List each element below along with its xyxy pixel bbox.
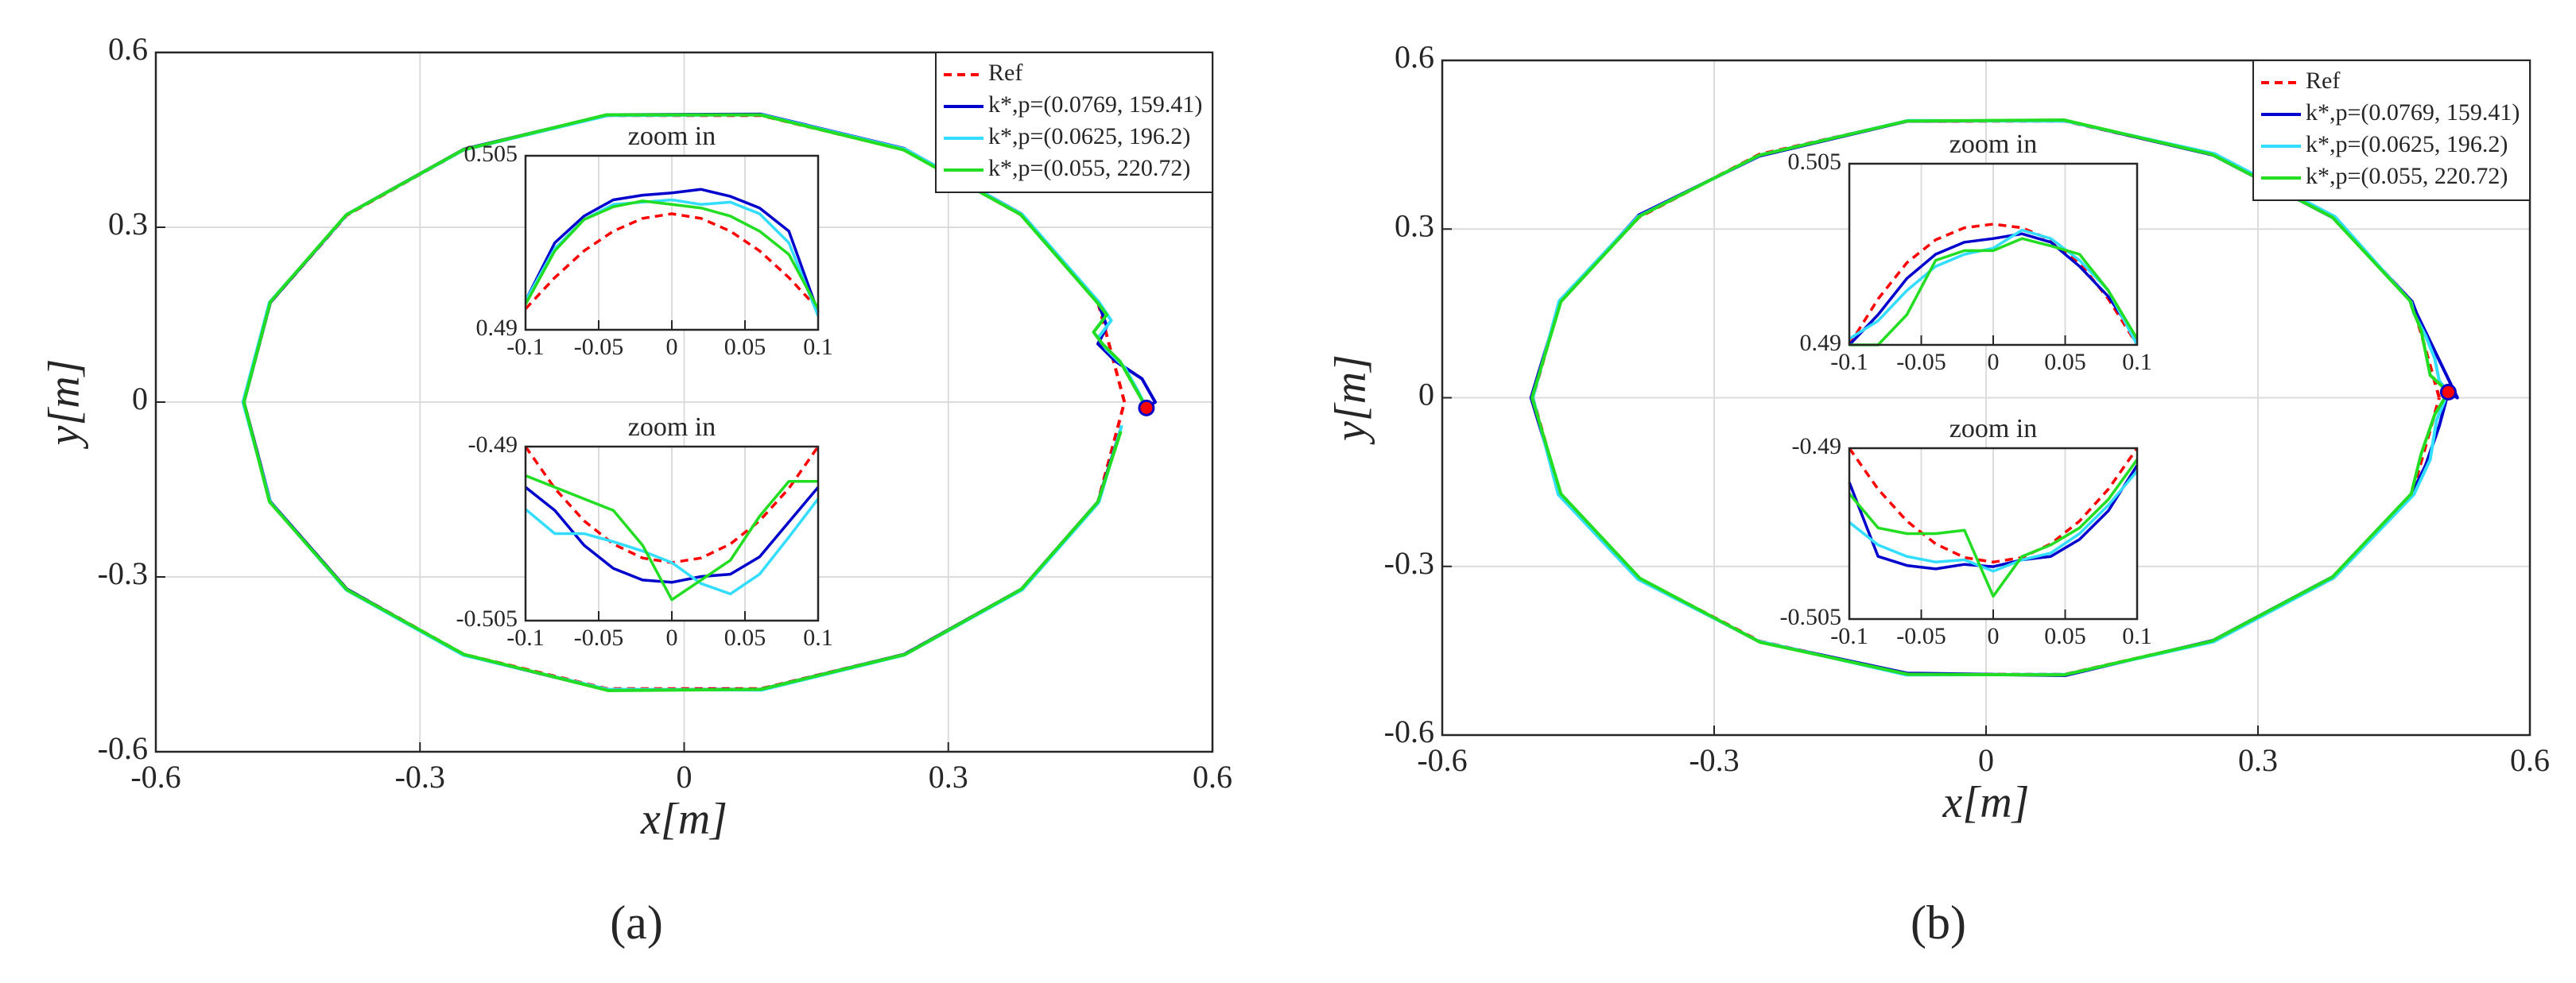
y-axis-label: y[m] — [40, 359, 89, 450]
x-tick-label: -0.1 — [1830, 349, 1868, 375]
series-line — [524, 188, 820, 313]
x-tick-label: -0.05 — [574, 625, 624, 651]
y-tick-label: -0.49 — [1792, 433, 1842, 459]
y-tick-label: 0 — [132, 381, 148, 416]
x-tick-label: -0.6 — [1417, 742, 1467, 778]
y-tick-label: 0.49 — [1800, 330, 1842, 356]
axes-frame — [1441, 59, 2531, 737]
series-line — [1848, 470, 2139, 573]
y-tick-label: 0.3 — [1395, 207, 1434, 243]
x-tick-label: -0.3 — [395, 759, 445, 795]
legend-label: k*,p=(0.055, 220.72) — [988, 155, 1190, 181]
x-tick-label: 0 — [1988, 349, 2000, 375]
series-line — [242, 113, 1148, 692]
y-tick-label: 0.3 — [108, 206, 148, 242]
x-tick-label: -0.05 — [1896, 349, 1946, 375]
x-tick-label: -0.1 — [1830, 623, 1868, 649]
inset-title: zoom in — [628, 122, 716, 151]
x-tick-label: 0.05 — [724, 334, 766, 360]
series-line — [1848, 459, 2139, 598]
legend-label: Ref — [988, 60, 1022, 86]
x-tick-label: 0 — [677, 759, 692, 795]
legend-label: k*,p=(0.055, 220.72) — [2306, 163, 2508, 189]
series-line — [1848, 447, 2139, 564]
x-tick-label: 0.3 — [929, 759, 968, 795]
y-tick-label: -0.6 — [1384, 714, 1434, 749]
series-line — [524, 497, 820, 596]
x-tick-label: 0.05 — [2044, 349, 2086, 375]
legend-label: k*,p=(0.0769, 159.41) — [988, 91, 1202, 118]
axes-frame — [524, 445, 820, 622]
series-line — [1849, 228, 2139, 346]
legend-label: k*,p=(0.0625, 196.2) — [2306, 131, 2508, 157]
end-point — [2439, 383, 2457, 401]
y-tick-label: -0.505 — [1780, 604, 1842, 630]
x-tick-label: 0.05 — [724, 625, 766, 651]
x-tick-label: 0.6 — [1193, 759, 1232, 795]
series-line — [1530, 118, 2450, 677]
legend-label: k*,p=(0.0769, 159.41) — [2306, 99, 2520, 126]
x-tick-label: -0.05 — [574, 334, 624, 360]
x-tick-label: 0.1 — [803, 334, 833, 360]
y-axis-label: y[m] — [1326, 354, 1375, 445]
axes-frame — [154, 51, 1214, 753]
caption: (b) — [1911, 896, 1966, 949]
x-tick-label: 0.1 — [2122, 623, 2152, 649]
x-tick-label: 0.1 — [803, 625, 833, 651]
inset-title: zoom in — [1949, 414, 2037, 443]
x-tick-label: -0.6 — [130, 759, 180, 795]
series-line — [524, 212, 820, 310]
y-tick-label: -0.6 — [98, 730, 148, 766]
caption: (a) — [610, 896, 663, 949]
y-tick-label: -0.3 — [1384, 545, 1434, 581]
x-tick-label: 0 — [1988, 623, 2000, 649]
x-tick-label: 0 — [666, 625, 678, 651]
series-line — [1848, 232, 2139, 346]
y-tick-label: 0.505 — [1788, 149, 1842, 175]
y-tick-label: 0 — [1418, 377, 1434, 412]
inset-title: zoom in — [1949, 130, 2037, 159]
x-tick-label: -0.1 — [506, 334, 545, 360]
y-tick-label: 0.505 — [464, 141, 518, 167]
x-tick-label: -0.3 — [1689, 742, 1739, 778]
legend-label: Ref — [2306, 68, 2340, 94]
x-tick-label: -0.1 — [506, 625, 545, 651]
inset-title: zoom in — [628, 412, 716, 442]
x-tick-label: 0.6 — [2510, 742, 2550, 778]
y-tick-label: 0.49 — [476, 315, 518, 341]
axes-frame — [1848, 447, 2139, 621]
x-tick-label: 0.05 — [2044, 623, 2086, 649]
series-line — [1848, 223, 2139, 346]
x-tick-label: 0 — [666, 334, 678, 360]
x-tick-label: 0.1 — [2122, 349, 2152, 375]
series-line — [524, 199, 820, 310]
end-point — [1138, 399, 1155, 416]
series-line — [1848, 464, 2139, 571]
y-tick-label: -0.505 — [456, 606, 518, 632]
axes-frame — [1848, 162, 2139, 346]
x-tick-label: 0.3 — [2238, 742, 2278, 778]
y-tick-label: -0.49 — [468, 432, 518, 458]
series-line — [525, 474, 818, 602]
x-axis-label: x[m] — [640, 795, 727, 844]
x-tick-label: -0.05 — [1896, 623, 1946, 649]
series-line — [1849, 237, 2139, 346]
y-tick-label: 0.6 — [108, 31, 148, 67]
y-tick-label: 0.6 — [1395, 39, 1434, 75]
axes-frame — [524, 154, 820, 331]
x-tick-label: 0 — [1978, 742, 1994, 778]
y-tick-label: -0.3 — [98, 555, 148, 591]
legend-label: k*,p=(0.0625, 196.2) — [988, 123, 1190, 149]
x-axis-label: x[m] — [1942, 778, 2030, 827]
